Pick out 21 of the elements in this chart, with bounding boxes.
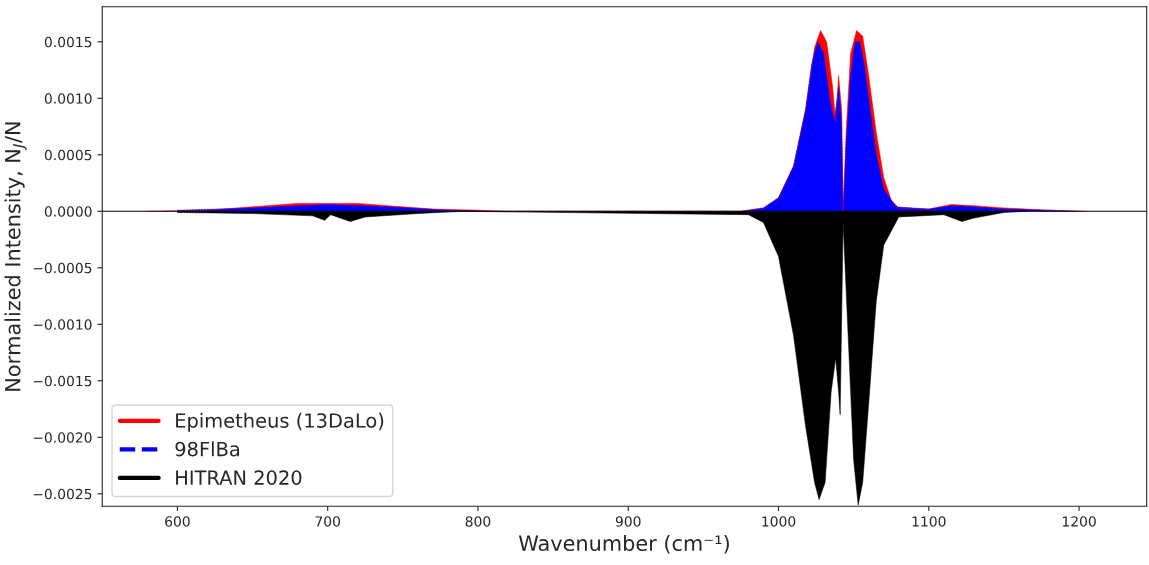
y-tick-label: 0.0015 [44,36,92,48]
legend-label: 98FlBa [175,441,240,457]
x-tick-label: 1200 [1062,516,1096,527]
y-tick-label: −0.0005 [33,262,92,274]
y-tick-label: 0.0000 [44,206,92,217]
x-tick-label: 1100 [912,516,946,527]
y-tick-label: −0.0025 [33,488,92,500]
y-axis-title: Normalized Intensity, N$_{J}$/N [4,122,27,391]
x-tick-label: 900 [615,516,641,527]
y-tick-label: −0.0015 [33,375,92,387]
legend-label: Epimetheus (13DaLo) [176,412,384,432]
y-tick-label: −0.0020 [33,432,92,443]
x-tick-label: 800 [465,516,491,527]
y-tick-label: 0.0010 [44,93,92,104]
y-tick-label: 0.0005 [44,149,92,161]
x-tick-label: 700 [315,516,341,527]
y-tick-label: −0.0010 [33,319,92,330]
x-tick-label: 1000 [762,516,796,527]
x-axis-title: Wavenumber (cm⁻¹) [518,534,729,554]
x-tick-label: 600 [165,516,190,527]
legend-label: HITRAN 2020 [176,470,302,485]
